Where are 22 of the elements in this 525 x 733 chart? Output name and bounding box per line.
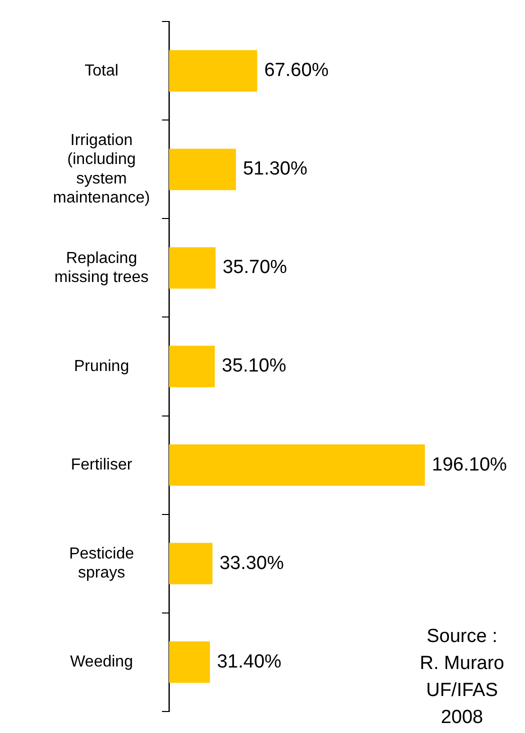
data-label: 196.10% [432, 454, 508, 476]
annotation: Source : R. Muraro UF/IFAS 2008 [418, 625, 506, 730]
y-tick-label: Pruning [74, 358, 130, 375]
data-label: 31.40% [216, 651, 282, 672]
y-tick-label: Pesticide sprays [69, 545, 134, 582]
bar [169, 50, 258, 92]
y-tick-label: Replacing missing trees [54, 250, 149, 286]
data-label: 51.30% [242, 158, 308, 180]
bar [169, 444, 425, 486]
y-tick-label: Total [84, 62, 118, 80]
y-tick-label: Fertiliser [70, 456, 133, 474]
bar [169, 542, 212, 584]
data-label: 67.60% [264, 60, 329, 82]
y-tick-label: Irrigation (including system maintenance) [53, 132, 150, 207]
bar [169, 641, 210, 683]
bar [169, 148, 236, 190]
bar [169, 247, 216, 289]
data-label: 35.10% [222, 356, 286, 377]
y-tick-label: Weeding [70, 654, 133, 671]
data-label: 33.30% [219, 552, 284, 574]
bar [169, 346, 215, 388]
data-label: 35.70% [222, 257, 288, 278]
